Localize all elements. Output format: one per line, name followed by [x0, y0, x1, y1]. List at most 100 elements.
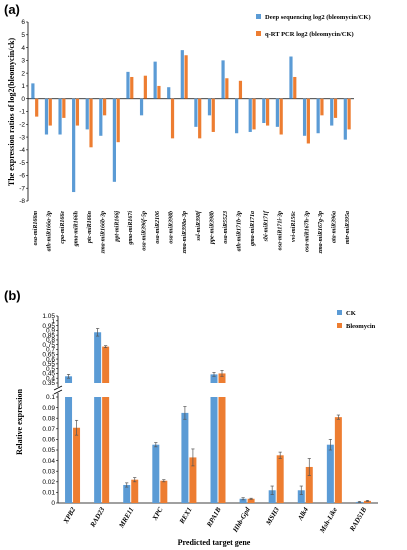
legend-b-swatch-1 — [337, 310, 342, 315]
bar-b-ck-XPB2 — [65, 397, 73, 503]
bar-b-ck-XPB2-upper — [65, 376, 73, 383]
panel-a-category-label: ppe-miR398b — [209, 211, 215, 245]
bar-a-qpcr-osa-miR166m — [35, 98, 39, 117]
panel-b-ytick-label: 0.35 — [42, 380, 55, 387]
panel-b-ytick-label: 0.02 — [42, 479, 55, 486]
panel-b-ytick-label: 0.01 — [42, 490, 55, 497]
legend-b-label-2: Bleomycin — [346, 323, 376, 330]
panel-a-ytick-label: 5 — [21, 32, 25, 39]
bar-a-qpcr-vvi-miR156c — [293, 76, 297, 99]
panel-a-ytick-label: -1 — [19, 109, 25, 116]
panel-a-ytick-label: 1 — [21, 83, 25, 90]
bar-a-qpcr-osa-miR2106 — [157, 85, 161, 99]
panel-a-category-label: zma-miR166b-3p — [101, 211, 107, 254]
bar-b-bleomycin-REX1 — [189, 457, 197, 503]
bar-b-ck-RAD23-upper — [94, 332, 102, 383]
panel-b-ytick-label: 0.6 — [46, 356, 55, 363]
legend-a-swatch-2 — [256, 31, 261, 36]
bar-a-qpcr-zma-miR166b-3p — [103, 98, 107, 116]
bar-b-bleomycin-RPA1B — [218, 397, 226, 503]
bar-a-deepseq-zma-miR398a-3p — [180, 50, 184, 99]
bar-a-qpcr-zma-miR398a-3p — [184, 55, 188, 99]
panel-b-category-label: XPB2 — [61, 506, 77, 526]
bar-a-deepseq-osa-miR398b — [167, 87, 171, 99]
bar-a-deepseq-zma-miR166b-3p — [99, 98, 103, 136]
panel-a-category-label: ata-miR396a — [332, 211, 338, 243]
bar-a-deepseq-ata-miR396a — [330, 98, 334, 126]
panel-a-category-label: sbi-miR171f — [264, 210, 270, 242]
panel-b-ytick-label: 0 — [51, 500, 55, 507]
panel-b-ytick-label: 0.4 — [46, 375, 55, 382]
panel-b-legend: CK Bleomycin — [337, 310, 376, 330]
bar-a-qpcr-ppt-miR166j — [116, 98, 120, 143]
bar-a-qpcr-cpa-miR166e — [62, 98, 66, 118]
panel-a-ytick-label: -6 — [19, 173, 25, 180]
bar-a-qpcr-gma-miR166h — [75, 98, 80, 126]
bar-a-deepseq-ath-miR171b-3p — [235, 98, 239, 134]
bar-a-deepseq-cpa-miR166e — [58, 98, 62, 135]
bar-a-qpcr-ath-miR166a-3p — [48, 98, 52, 126]
panel-a-category-label: gma-miR167i — [128, 211, 134, 246]
panel-a-category-label: osa-miR171i-3p — [277, 211, 283, 250]
bar-b-ck-RPA1B — [210, 397, 218, 503]
bar-b-ck-Alk4 — [297, 490, 305, 503]
panel-a-ytick-label: -7 — [19, 185, 25, 192]
panel-a-category-label: osa-miR166m — [33, 211, 39, 246]
bar-b-ck-RPA1B-upper — [210, 374, 218, 383]
bar-a-qpcr-ath-miR171b-3p — [238, 80, 243, 99]
bar-a-qpcr-zma-miR167g-3p — [320, 98, 324, 116]
panel-b-ytick-label: 0.7 — [46, 347, 55, 354]
panel-b-ytick-label: 0.85 — [42, 332, 55, 339]
panel-a-ytick-label: -8 — [19, 198, 25, 205]
panel-a-category-label: gma-miR171a — [250, 211, 256, 247]
bar-b-ck-Msh-Like — [326, 444, 334, 503]
panel-a-ytick-label: 6 — [21, 19, 25, 26]
panel-b-ytick-label: 0.07 — [42, 426, 55, 433]
bar-b-bleomycin-Alk4 — [305, 466, 313, 503]
bar-b-bleomycin-RAD51B — [363, 500, 371, 503]
panel-a-category-label: cpa-miR166e — [60, 211, 66, 244]
bar-a-qpcr-ata-miR396a — [333, 98, 338, 118]
panel-a-category-label: osa-miR398b — [169, 211, 175, 244]
bar-a-deepseq-osa-miR5523 — [221, 60, 225, 99]
bar-a-deepseq-osa-miR2106 — [153, 61, 157, 99]
panel-b-ytick-label: 1.05 — [42, 313, 55, 320]
bar-b-ck-MSH3 — [268, 490, 276, 503]
panel-b-ytick-label: 0.75 — [42, 342, 55, 349]
bar-a-deepseq-vvi-miR156c — [289, 56, 293, 99]
panel-b-axis-break-mark — [53, 385, 63, 391]
panel-a-category-label: osa-miR167h-3p — [304, 211, 310, 252]
bar-b-bleomycin-MRE11 — [131, 479, 139, 503]
bar-a-deepseq-gma-miR171a — [248, 98, 252, 132]
bar-a-qpcr-ssl-miR398f — [198, 98, 202, 139]
panel-a-ytick-label: 4 — [21, 45, 25, 52]
panel-b-category-label: Hhb-Gpd — [231, 506, 252, 535]
panel-a-chart: -8 -7 -6 -5 -4 -3 -2 -1 0 1 2 3 4 5 6 osa-miR166m ath-mi… — [19, 19, 354, 254]
bar-a-deepseq-ppe-miR398b — [207, 98, 212, 116]
bar-a-deepseq-ssl-miR398f — [194, 98, 198, 127]
bar-a-deepseq-osa-miR167h-3p — [302, 98, 307, 136]
panel-a-ytick-label: -5 — [19, 160, 25, 167]
panel-a-ylabel: The expression ratios of log2(bleomycin/… — [7, 38, 16, 187]
panel-b-ytick-label: 0.1 — [46, 394, 55, 401]
bar-a-qpcr-gma-miR171a — [252, 98, 256, 130]
panel-b-chart: 0.350.40.450.50.550.60.650.70.750.80.850… — [42, 313, 378, 535]
panel-b-category-label: MSH3 — [264, 506, 281, 528]
panel-b-category-label: Msh-Like — [318, 506, 339, 535]
panel-b-ytick-label: 1 — [51, 318, 55, 325]
bar-b-ck-MRE11 — [123, 484, 131, 503]
panel-b-ytick-label: 0.03 — [42, 468, 55, 475]
panel-b-category-label: MRE11 — [117, 506, 136, 530]
bar-b-bleomycin-RAD23-upper — [102, 346, 110, 383]
panel-b-category-label: RAD23 — [88, 506, 106, 530]
panel-a-category-label: ath-miR171b-3p — [237, 211, 243, 251]
panel-a-category-label: ppt-miR166j — [114, 211, 120, 243]
bar-a-deepseq-ptc-miR166n — [85, 98, 89, 130]
bar-a-qpcr-osa-miR167h-3p — [306, 98, 310, 144]
panel-a-ytick-label: -3 — [19, 134, 25, 141]
panel-a-category-label: zma-miR167g-3p — [318, 211, 324, 254]
bar-a-deepseq-ath-miR166a-3p — [44, 98, 49, 135]
panel-a-ytick-label: -2 — [19, 121, 25, 128]
panel-b-ytick-label: 0.9 — [46, 328, 55, 335]
panel-a-category-label: ptc-miR166n — [87, 210, 93, 244]
